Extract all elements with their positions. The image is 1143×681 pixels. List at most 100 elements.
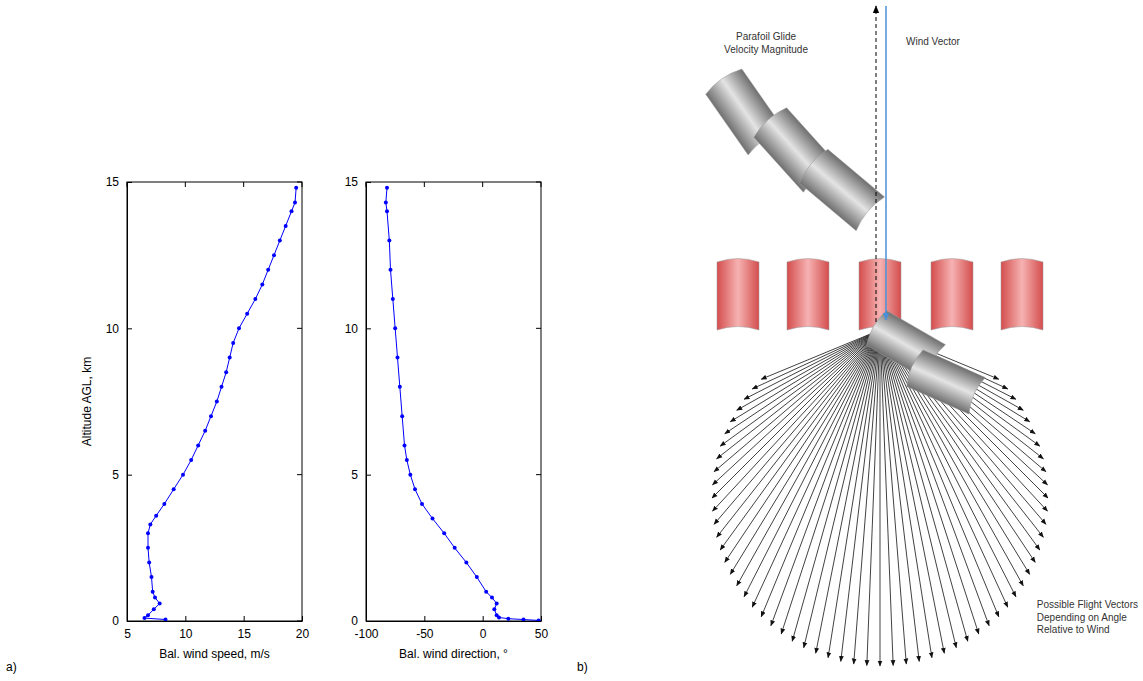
data-point — [154, 514, 158, 518]
y-tick-mark — [366, 475, 371, 476]
data-point — [266, 268, 270, 272]
y-tick-mark — [366, 182, 371, 183]
wind-vector-arrow — [885, 6, 887, 320]
data-point — [396, 356, 400, 360]
data-point — [146, 546, 150, 550]
data-point — [294, 186, 298, 190]
flight-vector — [880, 330, 881, 666]
data-point — [413, 487, 417, 491]
data-point — [506, 617, 510, 621]
flight-vector — [714, 330, 880, 472]
data-point — [215, 400, 219, 404]
data-point — [389, 268, 393, 272]
canopy-rotating — [797, 147, 885, 231]
canopy-heading — [717, 259, 759, 331]
plot-frame — [366, 182, 541, 621]
data-point — [272, 253, 276, 257]
flight-label-line: Depending on Angle — [1037, 612, 1128, 623]
data-point — [143, 616, 147, 620]
glide-velocity-arrow — [876, 6, 877, 322]
flight-vector — [744, 330, 880, 597]
flight-vector — [841, 330, 880, 661]
y-tick-mark — [127, 621, 132, 622]
plot-frame — [127, 182, 302, 621]
y-tick-mark — [366, 328, 371, 329]
data-point — [384, 200, 388, 204]
y-tick-mark-right — [536, 328, 541, 329]
x-tick-mark-top — [302, 182, 303, 187]
x-tick-label: -100 — [354, 627, 378, 641]
canopy-heading — [1001, 259, 1043, 331]
canopy-heading — [787, 259, 829, 331]
y-tick-mark-right — [297, 474, 302, 475]
x-tick: 20 — [296, 616, 310, 641]
y-tick-mark — [366, 621, 371, 622]
data-point — [196, 443, 200, 447]
y-tick-mark — [127, 475, 132, 476]
x-tick-label: 15 — [237, 627, 251, 641]
data-point — [224, 370, 228, 374]
profile-panel: -100-50050051015Bal. wind direction, ° — [345, 175, 549, 661]
flight-label-line: Possible Flight Vectors — [1037, 599, 1138, 610]
data-point — [484, 590, 488, 594]
y-tick-mark-right — [297, 621, 302, 622]
x-tick-mark-top — [424, 182, 425, 187]
x-tick: 50 — [535, 616, 549, 641]
y-axis-title: Altitude AGL, km — [80, 357, 94, 446]
wind-label-line: Wind Vector — [906, 36, 961, 47]
y-tick: 15 — [106, 175, 132, 189]
data-point — [146, 531, 150, 535]
data-point — [420, 502, 424, 506]
flight-vector — [737, 330, 880, 410]
data-point — [391, 297, 395, 301]
data-point — [151, 590, 155, 594]
data-point — [495, 601, 499, 605]
panel-label: a) — [6, 660, 17, 674]
data-point — [293, 200, 297, 204]
flight-vector — [880, 330, 999, 617]
data-point — [385, 186, 389, 190]
data-point — [147, 560, 151, 564]
flight-vector — [714, 330, 880, 524]
y-tick: 10 — [345, 322, 371, 336]
profile-panel: 5101520051015Bal. wind speed, m/sAltitud… — [80, 175, 309, 661]
diagram: Parafoil GlideVelocity Magnitude Wind Vec… — [704, 6, 1138, 666]
flight-label-line: Relative to Wind — [1037, 624, 1110, 635]
glide-label: Parafoil GlideVelocity Magnitude — [724, 31, 808, 55]
data-point — [220, 385, 224, 389]
flight-vector — [880, 330, 1030, 574]
data-point — [475, 575, 479, 579]
flight-vector — [880, 330, 906, 664]
y-tick-label: 5 — [112, 468, 119, 482]
y-tick-mark — [127, 182, 132, 183]
data-point — [162, 502, 166, 506]
flight-vector — [737, 330, 880, 586]
y-tick-mark-right — [536, 474, 541, 475]
y-tick-mark — [127, 328, 132, 329]
y-axis: 051015 — [106, 175, 132, 628]
y-axis: 051015 — [345, 175, 371, 628]
x-tick-mark — [185, 616, 186, 621]
flight-vector — [804, 330, 880, 648]
data-point — [158, 601, 162, 605]
canopy-rotating — [904, 348, 986, 414]
data-point — [237, 326, 241, 330]
y-tick: 15 — [345, 175, 371, 189]
data-point — [228, 356, 232, 360]
y-tick-label: 0 — [351, 614, 358, 628]
y-tick-mark-right — [297, 182, 302, 183]
wind-label: Wind Vector — [906, 36, 961, 47]
data-point — [209, 414, 213, 418]
x-tick-mark-top — [185, 182, 186, 187]
data-point — [408, 473, 412, 477]
flight-vector — [717, 330, 880, 459]
x-tick-mark — [541, 616, 542, 621]
x-tick: 15 — [237, 616, 251, 641]
x-axis-title: Bal. wind direction, ° — [399, 647, 508, 661]
data-group — [143, 186, 299, 621]
y-tick: 5 — [112, 468, 132, 482]
x-axis-title: Bal. wind speed, m/s — [159, 647, 270, 661]
flight-vector — [725, 330, 880, 434]
data-point — [172, 487, 176, 491]
data-point — [393, 326, 397, 330]
